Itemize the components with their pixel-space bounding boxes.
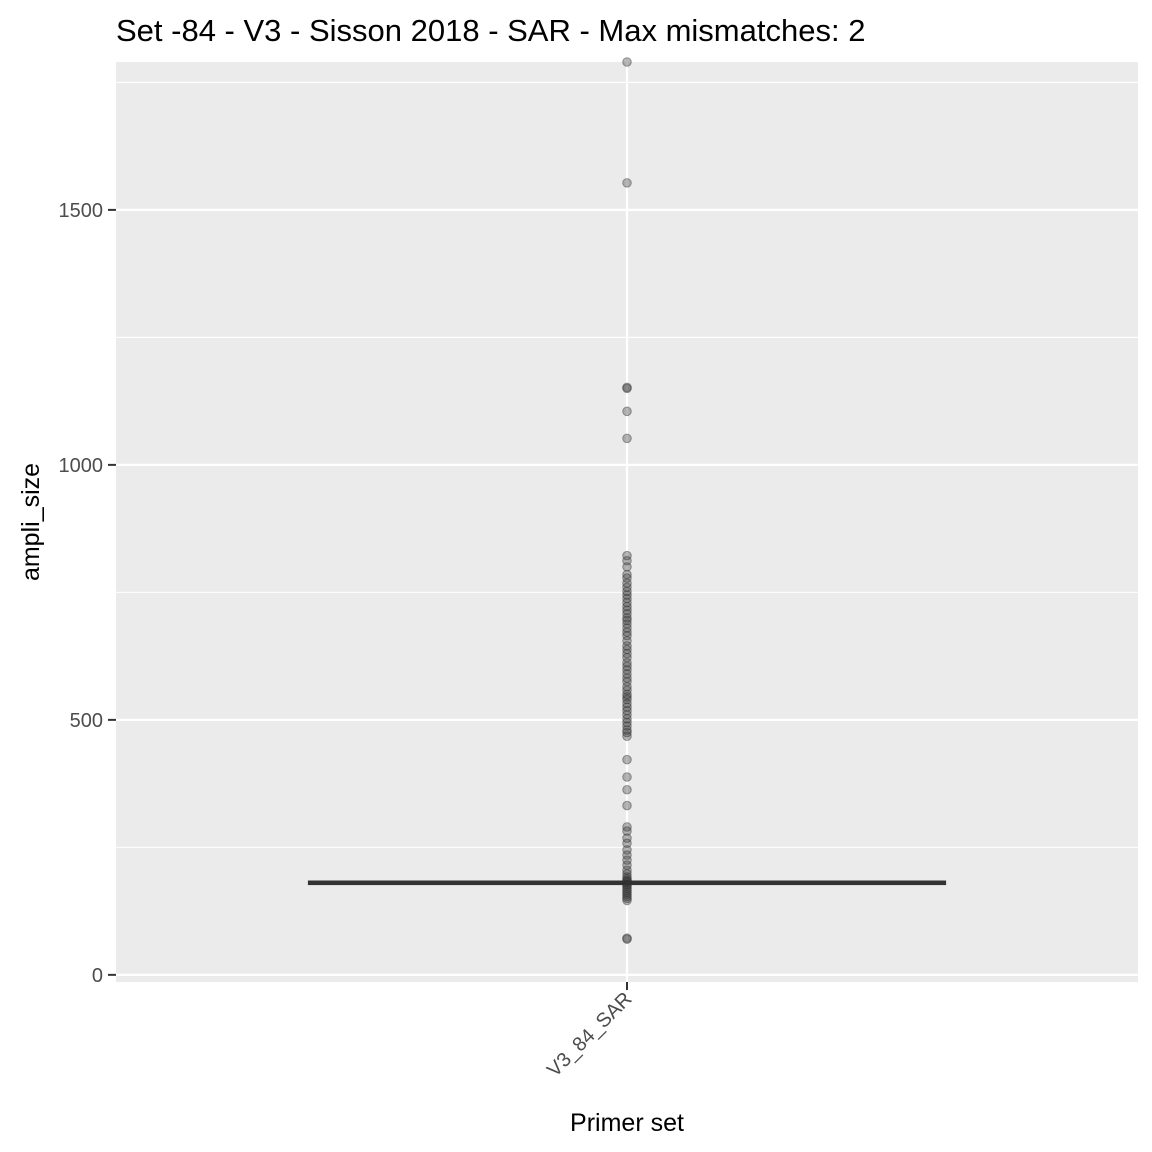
y-tick-label: 1000 — [59, 455, 104, 477]
data-point — [622, 382, 632, 393]
data-point — [622, 685, 632, 696]
data-point — [622, 586, 632, 597]
data-point — [622, 869, 632, 879]
data-point — [622, 875, 632, 886]
data-point — [622, 874, 632, 884]
data-point — [622, 731, 632, 741]
data-point — [622, 885, 632, 896]
data-point — [622, 636, 632, 646]
data-point — [622, 623, 632, 633]
data-point — [622, 681, 632, 692]
data-point — [622, 673, 632, 683]
data-point — [622, 661, 632, 672]
data-point — [622, 652, 632, 663]
y-axis: 0 500 1000 1500 — [59, 200, 116, 987]
data-point — [622, 613, 632, 623]
data-point — [622, 698, 632, 709]
data-point — [622, 855, 632, 865]
data-point — [622, 665, 632, 675]
data-point — [622, 865, 632, 876]
data-point — [622, 876, 632, 887]
y-tick-label: 500 — [70, 710, 103, 732]
data-point — [622, 754, 632, 765]
data-point — [622, 845, 632, 855]
data-point — [622, 883, 632, 893]
data-point — [622, 608, 632, 619]
y-tick-label: 1500 — [59, 200, 104, 222]
data-point — [622, 550, 632, 561]
data-point — [622, 717, 632, 728]
data-point — [622, 784, 632, 795]
data-point — [622, 702, 632, 712]
data-point — [622, 889, 632, 900]
data-point — [622, 615, 632, 626]
data-point — [622, 709, 632, 720]
data-point — [622, 555, 632, 566]
data-point — [622, 705, 632, 716]
data-point — [622, 406, 632, 417]
data-point — [622, 433, 632, 444]
data-point — [622, 714, 632, 724]
x-tick-label: V3_84_SAR — [543, 988, 636, 1081]
data-point — [622, 727, 632, 738]
data-point — [622, 593, 632, 604]
data-point — [622, 850, 632, 860]
data-point — [622, 826, 632, 836]
data-point — [622, 800, 632, 811]
data-point — [622, 569, 632, 580]
data-point — [622, 562, 632, 572]
chart-title: Set -84 - V3 - Sisson 2018 - SAR - Max m… — [116, 13, 865, 48]
data-point — [622, 872, 632, 882]
data-point — [622, 887, 632, 898]
data-point — [622, 648, 632, 659]
data-point — [622, 178, 632, 188]
x-axis-title: Primer set — [570, 1109, 684, 1137]
data-point — [622, 669, 632, 679]
data-point — [622, 689, 632, 700]
data-point — [622, 619, 632, 629]
data-point — [622, 676, 632, 687]
data-point — [622, 881, 632, 891]
data-point — [622, 725, 632, 735]
data-point — [622, 573, 632, 583]
data-point — [622, 838, 632, 849]
data-point — [622, 721, 632, 731]
data-point — [622, 582, 632, 593]
y-tick-label: 0 — [92, 965, 103, 987]
data-point — [622, 601, 632, 612]
data-point — [622, 694, 632, 705]
data-point — [622, 383, 632, 394]
data-point — [622, 895, 632, 906]
data-point — [622, 692, 632, 702]
data-point — [622, 641, 632, 651]
data-point — [622, 772, 632, 782]
data-point — [622, 57, 632, 67]
data-point — [622, 891, 632, 902]
data-point — [622, 627, 632, 637]
data-point — [622, 822, 632, 832]
data-point — [622, 605, 632, 616]
data-point — [622, 878, 632, 888]
y-axis-title: ampli_size — [17, 463, 45, 581]
data-point — [622, 860, 632, 871]
x-axis: V3_84_SAR — [543, 982, 637, 1081]
data-point — [622, 630, 632, 641]
data-point — [622, 644, 632, 655]
data-point — [622, 578, 632, 588]
data-point — [622, 879, 632, 890]
outlier-points — [622, 57, 632, 944]
data-point — [622, 833, 632, 843]
data-point — [622, 893, 632, 904]
data-point — [622, 933, 632, 943]
data-point — [622, 590, 632, 600]
data-point — [622, 657, 632, 668]
box-layer — [307, 880, 947, 886]
data-point — [622, 597, 632, 608]
data-point — [622, 934, 632, 944]
